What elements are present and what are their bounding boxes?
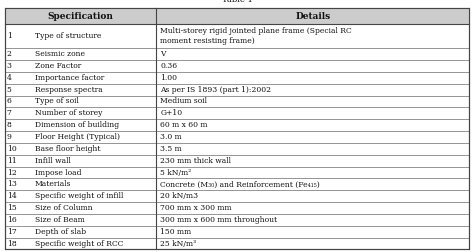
Text: Base floor height: Base floor height bbox=[35, 145, 100, 153]
Text: Depth of slab: Depth of slab bbox=[35, 228, 86, 236]
Text: Type of structure: Type of structure bbox=[35, 32, 101, 40]
Text: As per IS 1893 (part 1):2002: As per IS 1893 (part 1):2002 bbox=[160, 86, 271, 94]
Text: 230 mm thick wall: 230 mm thick wall bbox=[160, 157, 231, 165]
Text: Dimension of building: Dimension of building bbox=[35, 121, 118, 129]
Text: 5 kN/m²: 5 kN/m² bbox=[160, 169, 191, 176]
Text: 2: 2 bbox=[7, 50, 11, 58]
Text: 8: 8 bbox=[7, 121, 11, 129]
Text: 25 kN/m³: 25 kN/m³ bbox=[160, 240, 196, 247]
Text: Size of Column: Size of Column bbox=[35, 204, 92, 212]
Text: Multi-storey rigid jointed plane frame (Special RC
moment resisting frame): Multi-storey rigid jointed plane frame (… bbox=[160, 27, 352, 45]
Text: Zone Factor: Zone Factor bbox=[35, 62, 81, 70]
Text: Concrete (M₃₀) and Reinforcement (Fe₄₁₅): Concrete (M₃₀) and Reinforcement (Fe₄₁₅) bbox=[160, 180, 320, 188]
Text: 3.5 m: 3.5 m bbox=[160, 145, 182, 153]
Text: 16: 16 bbox=[7, 216, 17, 224]
Text: 4: 4 bbox=[7, 74, 11, 82]
Text: Impose load: Impose load bbox=[35, 169, 81, 176]
Text: Specification: Specification bbox=[48, 12, 113, 20]
Text: 60 m x 60 m: 60 m x 60 m bbox=[160, 121, 208, 129]
Text: Specific weight of infill: Specific weight of infill bbox=[35, 192, 123, 200]
Text: Floor Height (Typical): Floor Height (Typical) bbox=[35, 133, 119, 141]
Text: Materials: Materials bbox=[35, 180, 71, 188]
Text: 6: 6 bbox=[7, 98, 11, 106]
Text: Type of soil: Type of soil bbox=[35, 98, 79, 106]
Text: Number of storey: Number of storey bbox=[35, 109, 102, 117]
Text: 10: 10 bbox=[7, 145, 17, 153]
Text: 14: 14 bbox=[7, 192, 17, 200]
Text: 17: 17 bbox=[7, 228, 17, 236]
Text: Specific weight of RCC: Specific weight of RCC bbox=[35, 240, 123, 247]
Text: 7: 7 bbox=[7, 109, 11, 117]
Text: Response spectra: Response spectra bbox=[35, 86, 102, 94]
Text: 3.0 m: 3.0 m bbox=[160, 133, 182, 141]
Bar bbox=[5, 8, 469, 24]
Text: Medium soil: Medium soil bbox=[160, 98, 207, 106]
Text: 12: 12 bbox=[7, 169, 17, 176]
Text: 9: 9 bbox=[7, 133, 11, 141]
Text: 1: 1 bbox=[7, 32, 11, 40]
Text: Details: Details bbox=[295, 12, 330, 20]
Text: Importance factor: Importance factor bbox=[35, 74, 104, 82]
Text: 11: 11 bbox=[7, 157, 17, 165]
Text: Table 1: Table 1 bbox=[221, 0, 253, 4]
Text: 0.36: 0.36 bbox=[160, 62, 177, 70]
Text: 18: 18 bbox=[7, 240, 17, 247]
Text: V: V bbox=[160, 50, 166, 58]
Text: 150 mm: 150 mm bbox=[160, 228, 191, 236]
Text: 15: 15 bbox=[7, 204, 17, 212]
Text: 700 mm x 300 mm: 700 mm x 300 mm bbox=[160, 204, 232, 212]
Text: 13: 13 bbox=[7, 180, 17, 188]
Text: 3: 3 bbox=[7, 62, 12, 70]
Text: 20 kN/m3: 20 kN/m3 bbox=[160, 192, 198, 200]
Text: 1.00: 1.00 bbox=[160, 74, 177, 82]
Text: G+10: G+10 bbox=[160, 109, 182, 117]
Text: Infill wall: Infill wall bbox=[35, 157, 71, 165]
Text: 5: 5 bbox=[7, 86, 11, 94]
Text: 300 mm x 600 mm throughout: 300 mm x 600 mm throughout bbox=[160, 216, 277, 224]
Text: Size of Beam: Size of Beam bbox=[35, 216, 84, 224]
Text: Seismic zone: Seismic zone bbox=[35, 50, 84, 58]
